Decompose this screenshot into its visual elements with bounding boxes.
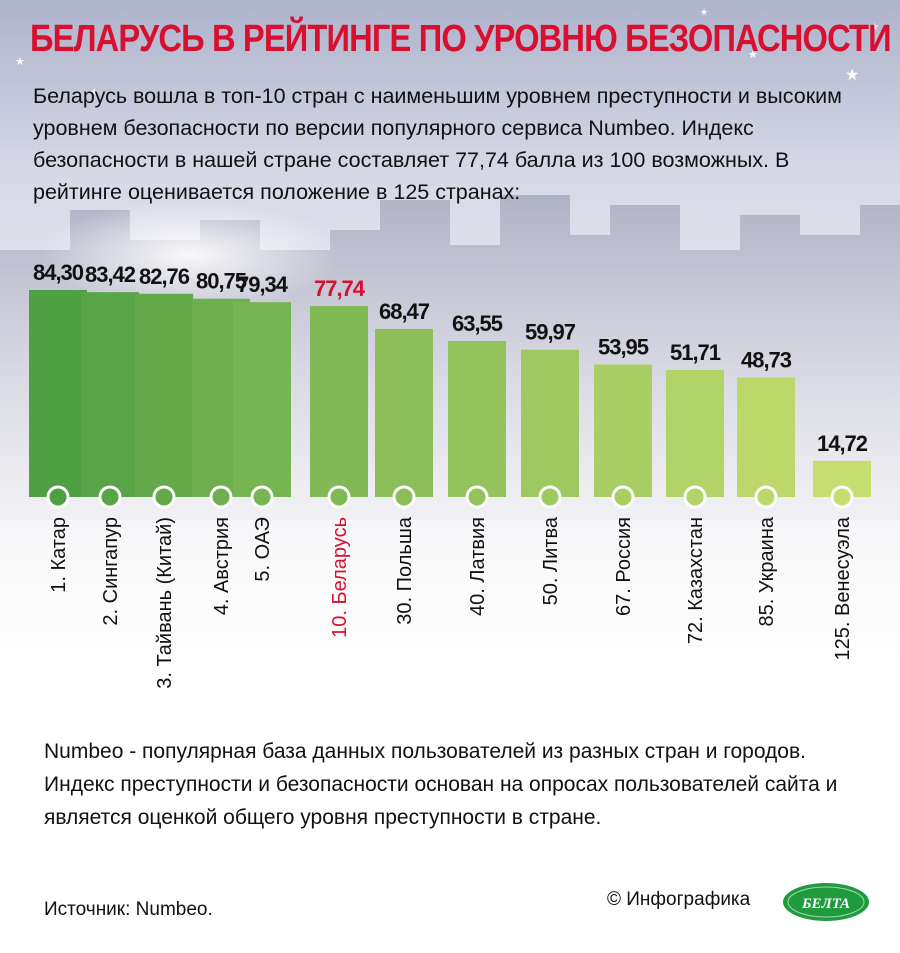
bar [594,364,652,497]
value-label: 80,75 [196,269,247,294]
category-label: 2. Сингапур [100,517,122,626]
category-label: 125. Венесуэла [832,516,854,660]
star-icon: ★ [748,49,758,61]
bar-marker-dot [465,485,489,509]
lamp-glow [40,200,340,310]
category-label: 5. ОАЭ [252,517,274,582]
value-label: 82,76 [139,264,190,289]
bar-marker-dot [611,485,635,509]
value-label: 59,97 [525,320,576,345]
value-label: 77,74 [314,276,366,301]
bar-marker-dot [830,485,854,509]
bar-marker-dot [250,485,274,509]
value-label: 51,71 [670,340,721,365]
value-label: 68,47 [379,299,430,324]
bar [29,290,87,497]
category-label: 50. Литва [540,516,562,605]
bar-marker-dot [327,485,351,509]
bar [81,292,139,497]
bar-marker-dot [754,485,778,509]
bar [310,306,368,497]
category-label: 85. Украина [756,516,778,626]
category-label: 67. Россия [613,517,635,616]
source-label: Источник: Numbeo. [44,899,213,920]
bar [448,340,506,497]
belta-logo: БЕЛТА [783,883,869,921]
category-label: 72. Казахстан [685,517,707,644]
bar-marker-dot [392,485,416,509]
bar-marker-dot [683,485,707,509]
star-icon: ★ [700,7,708,17]
star-icon: ★ [870,22,879,33]
value-label: 48,73 [741,347,792,372]
bar-marker-dot [152,485,176,509]
footnote-text: Numbeo - популярная база данных пользова… [44,740,838,829]
star-icon: ★ [90,87,98,97]
bar-marker-dot [98,485,122,509]
credit-label: © Инфографика [607,889,751,910]
bar [521,349,579,497]
category-label: 40. Латвия [467,517,489,616]
page-title: БЕЛАРУСЬ В РЕЙТИНГЕ ПО УРОВНЮ БЕЗОПАСНОС… [30,18,892,60]
value-label: 79,34 [237,272,289,297]
bar-marker-dot [46,485,70,509]
bar [737,377,795,497]
bar-marker-dot [538,485,562,509]
value-label: 14,72 [817,431,868,456]
category-label: 1. Катар [48,517,70,593]
category-label: 30. Польша [394,516,416,625]
svg-text:БЕЛТА: БЕЛТА [801,896,850,912]
bar [375,328,433,497]
star-icon: ★ [845,67,859,84]
value-label: 84,30 [33,260,84,285]
star-icon: ★ [15,56,25,68]
bar-marker-dot [209,485,233,509]
bar [233,302,291,497]
category-label: 10. Беларусь [329,517,351,638]
category-label: 4. Австрия [211,517,233,615]
bar [135,293,193,497]
bar [666,370,724,497]
category-label: 3. Тайвань (Китай) [154,517,176,689]
safety-index-bar-chart: 84,30 1. Катар 83,42 2. Сингапур 82,76 3. Тай… [29,260,871,689]
value-label: 63,55 [452,311,503,336]
value-label: 83,42 [85,262,136,287]
intro-text: Беларусь вошла в топ-10 стран с наименьш… [33,84,842,204]
value-label: 53,95 [598,335,649,360]
